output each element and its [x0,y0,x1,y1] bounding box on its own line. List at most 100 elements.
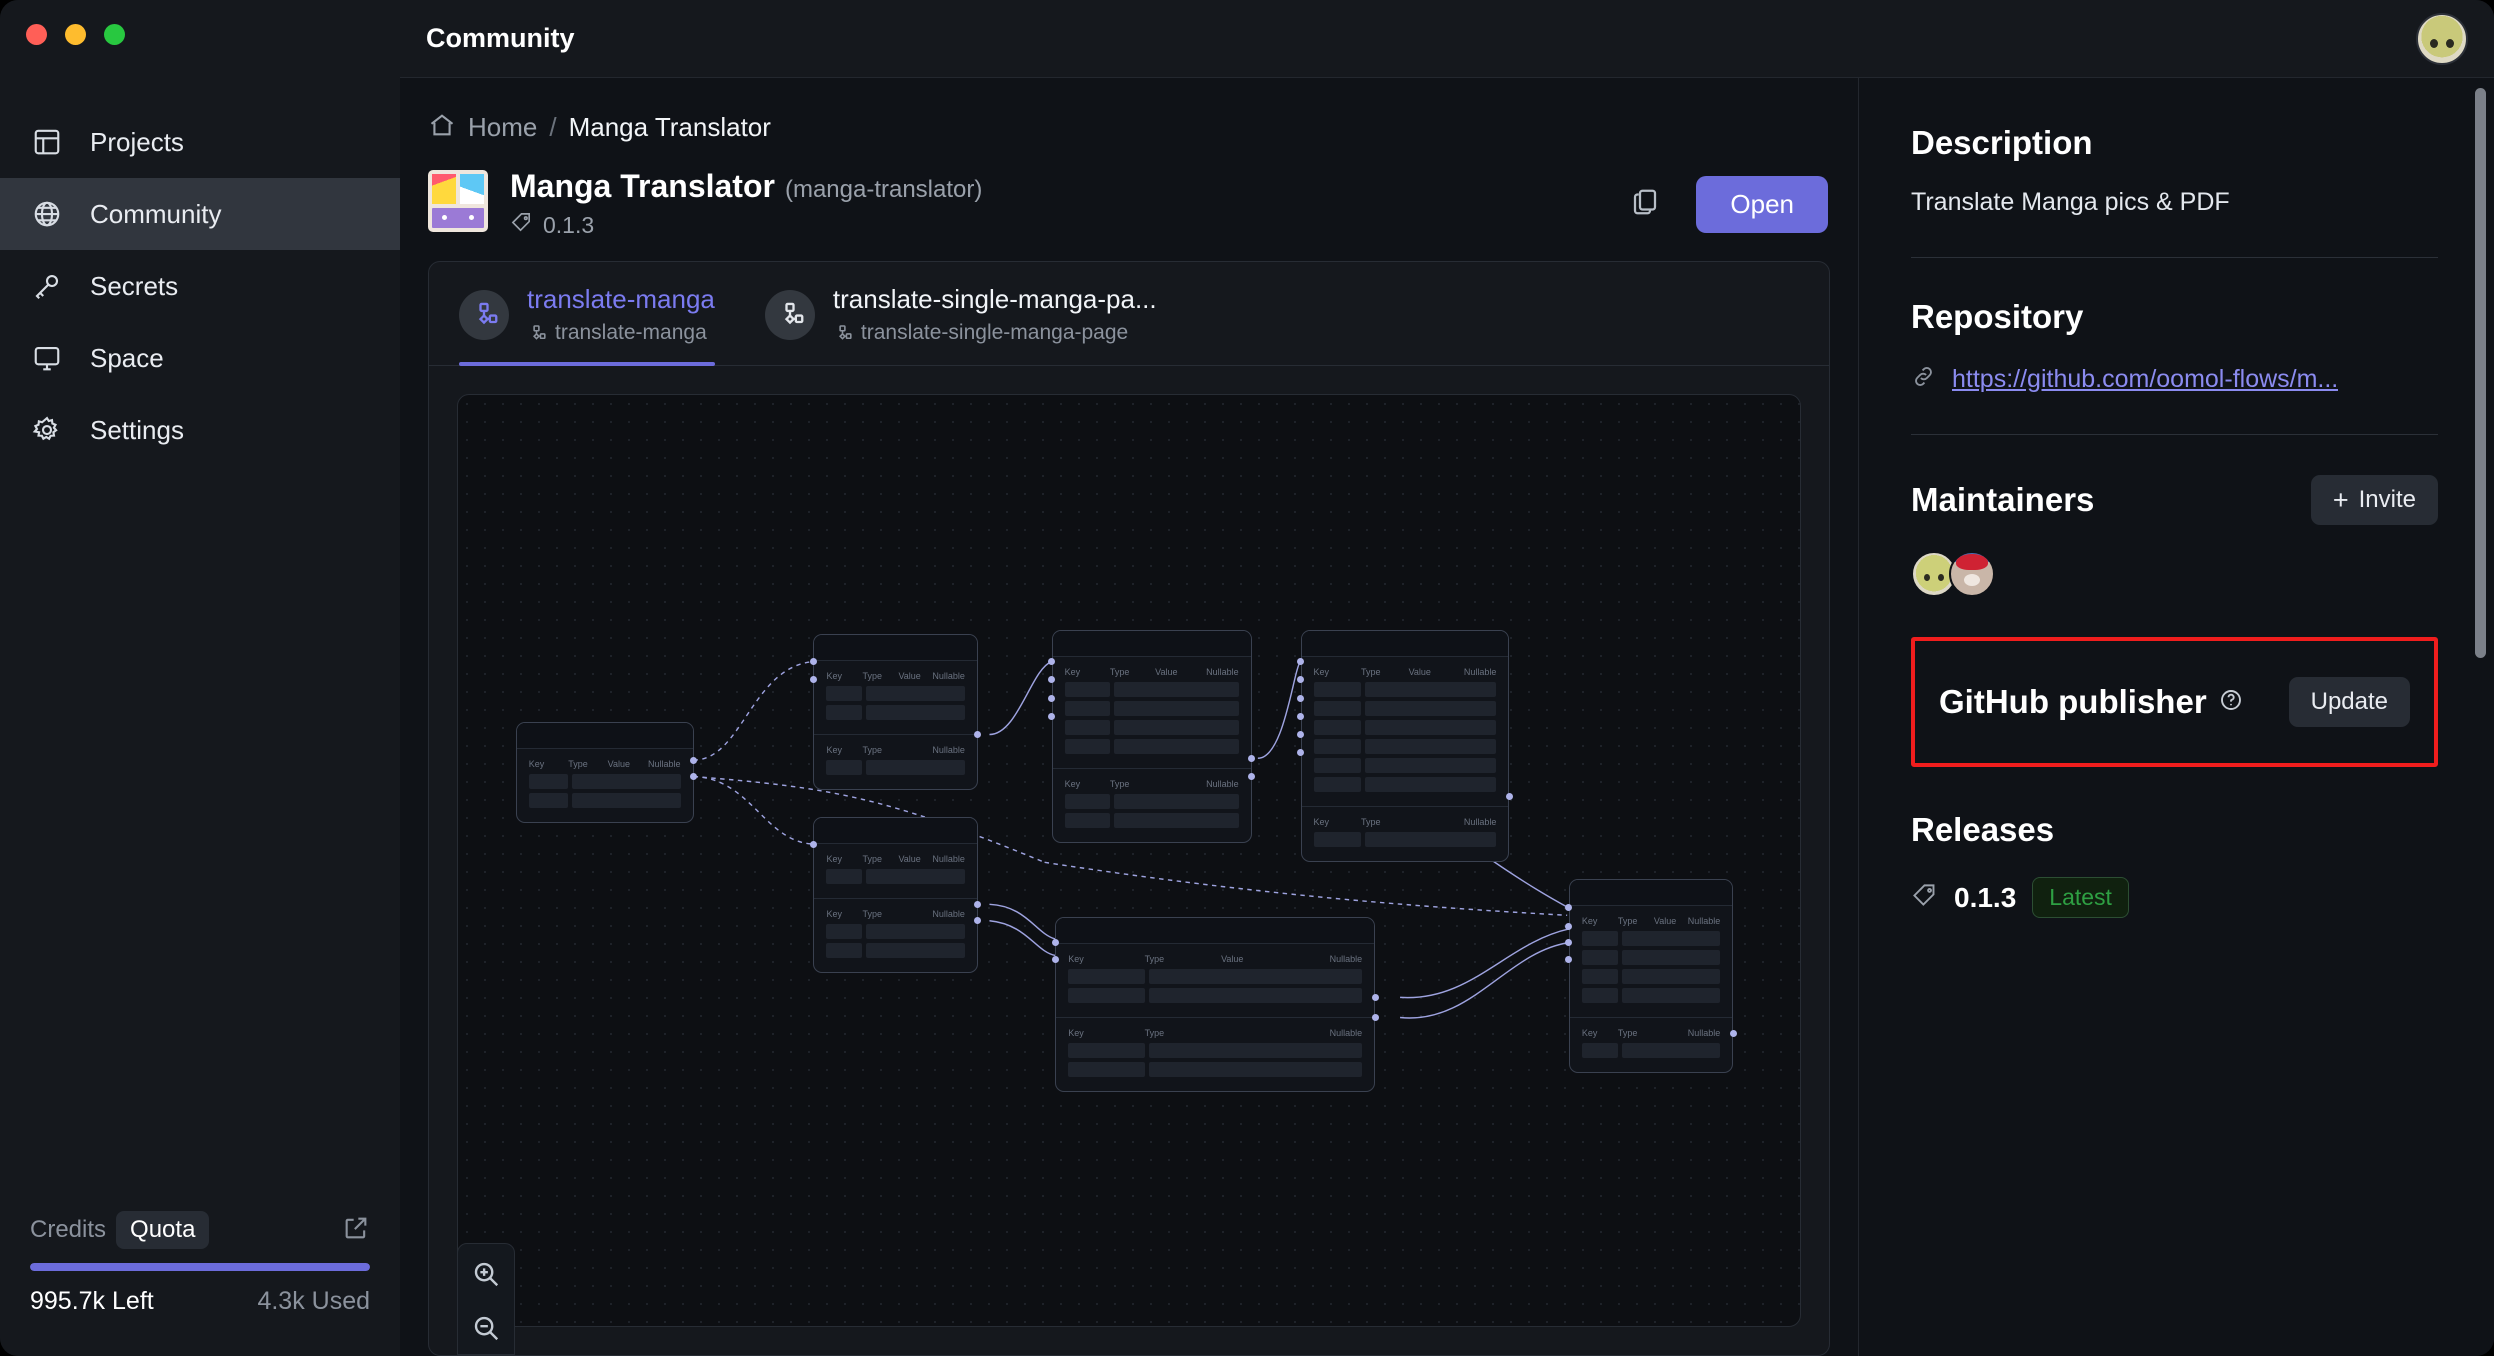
cell [1068,1043,1145,1059]
flow-node-port[interactable] [1297,676,1305,684]
tab-translate-manga[interactable]: translate-manga translate-manga [429,262,735,366]
flow-node[interactable]: Key Type Value Nullable Key Type Nullable [1055,917,1376,1093]
column-header: Type [862,745,882,756]
flow-node-row [826,686,965,702]
flow-node-port[interactable] [1297,749,1305,757]
flow-node[interactable]: Key Type Value Nullable Key Type Nullable [1300,630,1510,863]
sidebar-item-community[interactable]: Community [0,178,400,250]
column-header: Nullable [932,853,965,864]
avatar[interactable] [2416,12,2468,65]
flow-node-port[interactable] [690,756,698,764]
question-circle-icon[interactable] [2219,688,2243,717]
minimize-window-button[interactable] [65,24,86,45]
flow-node-section: Key Type Nullable [814,734,977,789]
breadcrumb-separator: / [549,111,557,142]
sidebar-item-projects[interactable]: Projects [0,106,400,178]
release-version: 0.1.3 [1954,881,2017,913]
flow-node-port[interactable] [1565,922,1573,930]
flow-node[interactable]: Key Type Value Nullable Key Type Nullable [1568,878,1734,1073]
zoom-in-icon[interactable] [466,1254,506,1294]
content-area: Home / Manga Translator Manga Tr [400,78,2494,1356]
flow-node-column-headers: Key Type Nullable [826,745,964,755]
flow-node-port[interactable] [974,731,982,739]
flow-node-port[interactable] [1248,773,1256,781]
cell [1365,758,1497,774]
flow-node-port[interactable] [1297,658,1305,666]
release-item[interactable]: 0.1.3 Latest [1911,877,2438,918]
flow-node-port[interactable] [1297,694,1305,702]
flow-node[interactable]: Key Type Value Nullable Key Type Nullable [813,634,978,791]
flow-node-port[interactable] [1371,1013,1379,1021]
tab-active-indicator [459,362,715,366]
flow-node-port[interactable] [1565,904,1573,912]
flow-node-port[interactable] [1048,658,1056,666]
repository-link[interactable]: https://github.com/oomol-flows/m... [1952,364,2339,393]
flow-node-port[interactable] [690,773,698,781]
flow-node-port[interactable] [1565,955,1573,963]
description-heading: Description [1911,124,2093,161]
flow-node-port[interactable] [1048,676,1056,684]
flow-node-section: Key Type Value Nullable [1056,944,1374,1017]
cell [1313,701,1362,717]
flow-node-column-headers: Key Type Nullable [1582,1028,1720,1038]
flow-node-port[interactable] [1371,993,1379,1001]
details-panel-scrollbar[interactable] [2475,88,2486,658]
flow-node-row [1581,930,1721,946]
copy-icon[interactable] [1630,187,1660,222]
open-button[interactable]: Open [1696,176,1828,233]
flow-node-section: Key Type Nullable [1052,768,1251,842]
close-window-button[interactable] [26,24,47,45]
maximize-window-button[interactable] [104,24,125,45]
flow-node-row [528,792,681,808]
breadcrumb-home-link[interactable]: Home [468,111,538,142]
column-header: Nullable [1329,1028,1363,1039]
flow-node[interactable]: Key Type Value Nullable Key Type Nullable [813,816,978,973]
credits-progress-fill [30,1263,370,1271]
flow-node-port[interactable] [1048,712,1056,720]
flow-node-row [1068,988,1363,1004]
flow-node-port[interactable] [809,676,817,684]
column-header: Type [1361,667,1381,678]
flow-canvas[interactable]: Key Type Value Nullable Key Type Value Nullable… [457,394,1801,1327]
flow-node[interactable]: Key Type Value Nullable [515,721,694,823]
cell [1581,968,1618,984]
quota-chip[interactable]: Quota [116,1211,210,1249]
invite-button[interactable]: + Invite [2310,475,2438,525]
sidebar-item-secrets[interactable]: Secrets [0,250,400,322]
flow-node-port[interactable] [1248,754,1256,762]
monitor-icon [30,341,64,375]
flow-node[interactable]: Key Type Value Nullable Key Type Nullable [1051,630,1252,844]
maintainer-avatar-2[interactable] [1949,551,1995,597]
cell [826,923,863,939]
flow-node-port[interactable] [1051,939,1059,947]
top-bar: Community [400,0,2494,78]
flow-node-port[interactable] [974,917,982,925]
column-header: Key [1313,817,1330,828]
update-button[interactable]: Update [2288,677,2410,727]
sidebar-item-space[interactable]: Space [0,322,400,394]
external-link-icon[interactable] [342,1214,370,1247]
flow-node-header [1569,879,1733,906]
home-icon[interactable] [428,111,456,144]
flow-node-port[interactable] [1505,793,1513,801]
maintainer-avatars [1911,551,2438,597]
center-column: Home / Manga Translator Manga Tr [400,78,1858,1356]
flow-node-row [1581,968,1721,984]
sidebar-item-settings[interactable]: Settings [0,394,400,466]
flow-node-port[interactable] [1565,939,1573,947]
flow-node-port[interactable] [809,658,817,666]
flow-node-port[interactable] [1729,1030,1737,1038]
zoom-out-icon[interactable] [466,1308,506,1348]
flow-graph-icon [764,289,815,340]
column-header: Type [1144,1028,1165,1039]
cell [826,942,863,958]
flow-node-port[interactable] [1297,712,1305,720]
flow-node-row [826,760,965,776]
flow-node-port[interactable] [1297,731,1305,739]
tab-translate-single-manga-page[interactable]: translate-single-manga-pa... translate-s… [735,262,1177,365]
flow-node-port[interactable] [1048,694,1056,702]
cell [1581,987,1618,1003]
flow-node-port[interactable] [974,900,982,908]
flow-node-port[interactable] [1051,955,1059,963]
flow-node-port[interactable] [809,840,817,848]
